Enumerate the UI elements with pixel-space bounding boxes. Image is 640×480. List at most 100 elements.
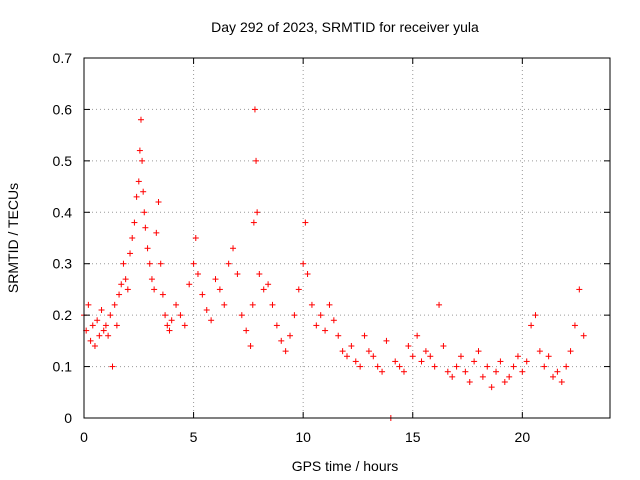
y-tick-label: 0.4 [53,204,73,220]
data-point [89,322,96,329]
data-point [190,260,197,267]
data-point [273,322,280,329]
y-tick-label: 0.3 [53,256,73,272]
data-point [186,281,193,288]
data-point [335,332,342,339]
data-point [414,332,421,339]
data-point [563,363,570,370]
data-point [514,353,521,360]
data-point [144,245,151,252]
data-point [139,157,146,164]
data-point [109,363,116,370]
data-point [383,337,390,344]
data-point [365,348,372,355]
data-point [453,363,460,370]
data-point [256,271,263,277]
data-point [102,322,109,329]
data-point [484,363,491,370]
data-point [326,301,333,308]
data-point [532,312,539,319]
data-point [129,235,136,241]
data-point [497,358,504,365]
data-point [357,363,364,370]
data-point [96,332,103,339]
x-tick-label: 20 [515,429,531,445]
data-point [122,276,129,283]
y-axis-title: SRMTID / TECUs [5,183,21,293]
data-point [322,327,329,334]
data-point [173,301,180,308]
data-point [85,301,92,308]
data-point [142,224,149,231]
x-tick-labels: 0 5 10 15 20 [80,429,530,445]
data-point [506,373,513,380]
data-point [431,363,438,370]
data-point [409,353,416,360]
data-point [501,379,508,385]
y-tick-label: 0 [64,410,72,426]
x-tick-label: 15 [405,429,421,445]
data-point [199,291,206,298]
data-point [427,353,434,360]
data-point [221,301,228,308]
data-points [81,106,587,421]
data-point [304,271,311,277]
data-point [133,193,140,200]
data-point [269,301,276,308]
data-point [249,301,256,308]
plot-frame [83,57,611,419]
data-point [278,337,285,344]
data-point [253,157,260,164]
data-point [146,260,153,267]
data-point [254,209,261,216]
data-point [302,219,309,226]
data-point [164,322,171,329]
data-point [116,291,123,298]
data-point [282,348,289,355]
data-point [567,348,574,355]
y-tick-label: 0.5 [53,153,73,169]
data-point [479,373,486,380]
data-point [317,312,324,319]
data-point [234,271,241,277]
data-point [181,322,188,329]
data-point [94,317,101,324]
data-point [370,353,377,360]
data-point [392,358,399,365]
data-point [124,286,131,293]
data-point [550,373,557,380]
data-point [558,379,565,385]
data-point [348,343,355,349]
y-tick-label: 0.2 [53,307,73,323]
data-point [208,317,215,324]
data-point [444,368,451,375]
data-point [225,260,232,267]
y-tick-label: 0.1 [53,359,73,375]
data-point [238,312,245,319]
data-point [203,307,210,313]
data-point [374,363,381,370]
data-point [545,353,552,360]
data-point [148,276,155,283]
data-point [265,281,272,288]
data-point [194,271,201,277]
y-tick-label: 0.7 [53,50,73,66]
data-point [571,322,578,329]
data-point [308,301,315,308]
data-point [98,307,105,313]
data-point [162,312,169,319]
data-point [523,358,530,365]
axis-ticks [83,57,610,419]
data-point [330,317,337,324]
data-point [396,363,403,370]
x-tick-label: 5 [190,429,198,445]
data-point [580,332,587,339]
data-point [120,260,127,267]
data-point [135,178,142,185]
data-point [400,368,407,375]
data-point [436,301,443,308]
data-point [105,332,112,339]
data-point [111,301,118,308]
chart-title: Day 292 of 2023, SRMTID for receiver yul… [211,19,479,35]
x-tick-label: 10 [295,429,311,445]
